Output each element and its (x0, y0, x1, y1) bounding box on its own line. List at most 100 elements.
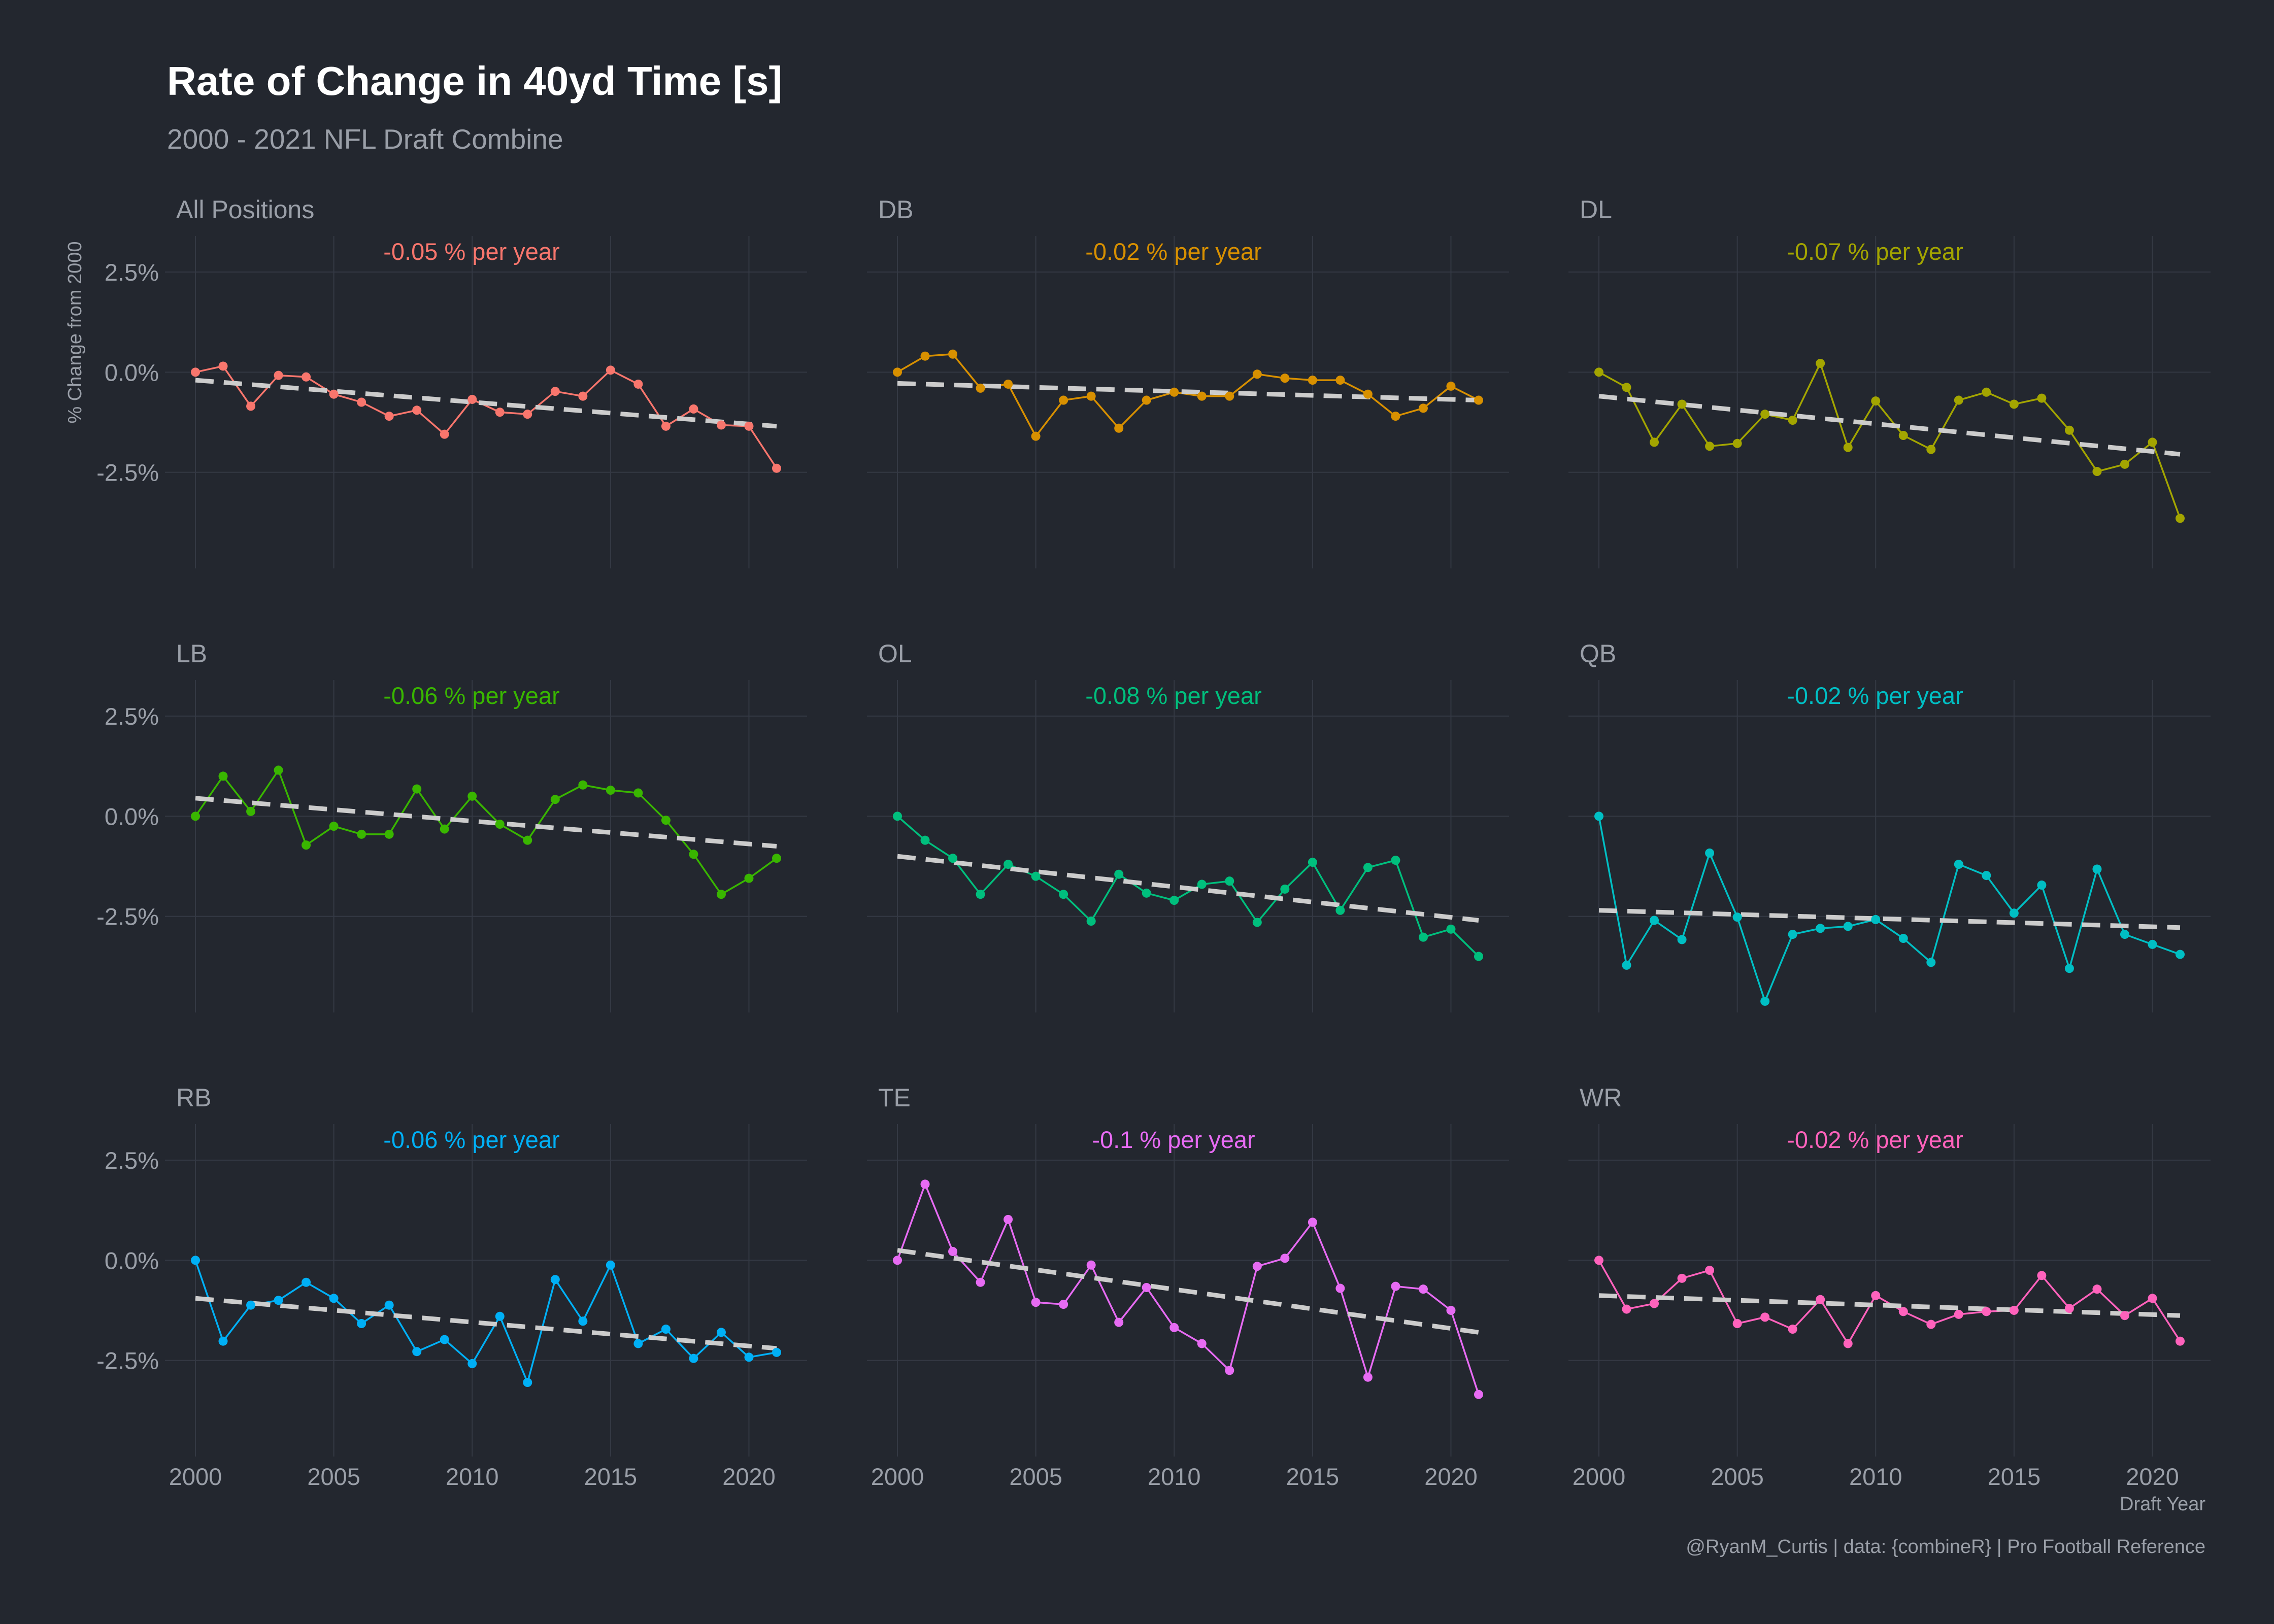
data-point (218, 1336, 228, 1346)
data-point (2120, 930, 2129, 939)
data-point (948, 854, 958, 863)
facet-label: LB (176, 639, 207, 668)
trend-line (195, 378, 777, 429)
data-point (633, 1339, 643, 1348)
trend-line (1598, 1293, 2181, 1318)
data-point (1197, 391, 1207, 401)
trend-line (897, 1248, 1479, 1335)
facet-rb: RB -0.06 % per year 2.5% 0.0% -2.5% 2000 2005 2… (96, 1084, 807, 1490)
data-point (2037, 393, 2047, 403)
series-line (1598, 362, 2181, 519)
data-point (302, 372, 311, 382)
data-point (1788, 930, 1797, 939)
rate-annotation: -0.02 % per year (1787, 682, 1963, 709)
data-point (1732, 912, 1742, 922)
data-point (1732, 1319, 1742, 1328)
data-point (1363, 389, 1373, 399)
data-point (550, 1275, 560, 1284)
data-point (976, 890, 985, 899)
data-point (1926, 1319, 1936, 1329)
data-point (689, 850, 698, 859)
x-tick-label: 2005 (307, 1463, 360, 1490)
data-point (1308, 858, 1317, 867)
facet-label: DB (878, 195, 913, 224)
x-tick-label: 2015 (1286, 1463, 1340, 1490)
data-point (1391, 1281, 1400, 1291)
data-point (744, 873, 754, 883)
data-point (661, 1325, 671, 1334)
data-point (689, 404, 698, 414)
facet-lb: LB -0.06 % per year 2.5% 0.0% -2.5% (96, 639, 807, 1012)
data-point (1142, 888, 1151, 898)
data-point (1954, 395, 1963, 405)
data-point (948, 349, 958, 359)
data-point (2176, 1336, 2185, 1346)
data-point (384, 829, 394, 839)
facet-label: DL (1580, 195, 1612, 224)
data-point (2120, 1311, 2129, 1321)
data-point (1225, 391, 1234, 401)
data-point (1446, 381, 1456, 391)
data-point (744, 1352, 754, 1362)
data-point (357, 829, 366, 839)
data-point (578, 1316, 588, 1326)
rate-annotation: -0.06 % per year (383, 1126, 559, 1153)
data-point (1760, 410, 1770, 419)
data-point (744, 421, 754, 431)
data-point (1954, 1309, 1963, 1319)
facet-all-positions: All Positions -0.05 % per year 2.5% 0.0% -2.… (96, 195, 807, 568)
x-tick-label: 2005 (1009, 1463, 1062, 1490)
data-point (1335, 376, 1345, 385)
facet-label: QB (1580, 639, 1616, 668)
data-point (329, 389, 339, 399)
data-point (1474, 1390, 1483, 1399)
data-point (1843, 443, 1853, 452)
x-tick-label: 2020 (722, 1463, 776, 1490)
data-point (302, 840, 311, 850)
y-tick-label: -2.5% (96, 459, 159, 486)
data-point (2092, 467, 2102, 477)
data-point (1114, 869, 1124, 879)
data-point (606, 1260, 615, 1270)
data-point (1308, 1217, 1317, 1227)
data-point (1391, 856, 1400, 865)
data-point (1594, 367, 1603, 377)
x-tick-label: 2020 (1424, 1463, 1478, 1490)
data-point (1252, 369, 1262, 379)
data-point (1169, 896, 1179, 905)
data-point (1898, 1307, 1908, 1316)
data-point (2092, 864, 2102, 874)
data-point (1622, 383, 1631, 392)
data-point (191, 811, 200, 821)
data-point (606, 365, 615, 375)
data-point (1898, 934, 1908, 943)
data-point (440, 429, 449, 439)
data-point (495, 820, 505, 829)
chart-subtitle: 2000 - 2021 NFL Draft Combine (167, 123, 563, 155)
data-point (467, 791, 477, 801)
data-point (1474, 952, 1483, 961)
facet-panels: All Positions -0.05 % per year 2.5% 0.0% -2.… (96, 195, 2211, 1490)
data-point (1705, 1266, 1715, 1275)
data-point (1086, 391, 1096, 401)
data-point (1059, 1300, 1068, 1309)
data-point (772, 1347, 781, 1357)
data-point (1142, 1282, 1151, 1292)
data-point (1059, 890, 1068, 899)
data-point (1031, 431, 1041, 441)
data-point (1622, 960, 1631, 970)
data-point (578, 780, 588, 790)
trend-line (195, 796, 777, 849)
data-point (2009, 1305, 2019, 1315)
data-point (523, 835, 532, 845)
data-point (246, 1300, 256, 1310)
x-tick-label: 2020 (2126, 1463, 2179, 1490)
trend-line (1598, 908, 2181, 930)
y-tick-label: 0.0% (105, 803, 159, 830)
data-point (302, 1277, 311, 1287)
data-point (1004, 1214, 1013, 1224)
data-point (1788, 416, 1797, 425)
data-point (1004, 860, 1013, 869)
data-point (2064, 964, 2074, 973)
